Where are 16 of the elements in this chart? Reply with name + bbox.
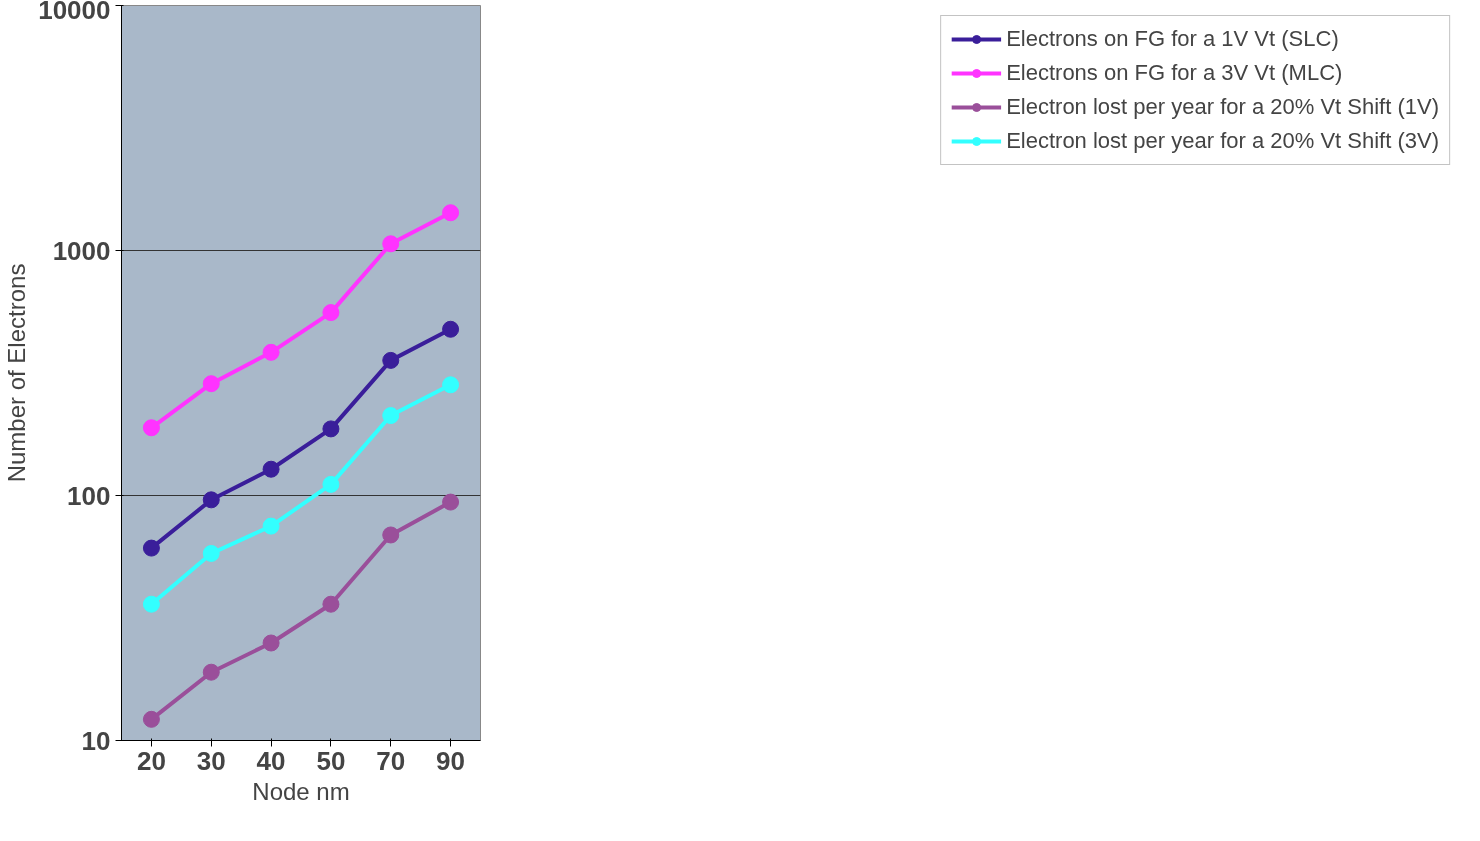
x-tick-label: 90 [436, 745, 466, 776]
x-tick-label: 70 [376, 745, 406, 776]
y-tick-label: 100 [67, 480, 111, 511]
legend-label: Electron lost per year for a 20% Vt Shift (1V) [1006, 94, 1439, 120]
x-axis-title: Node nm [252, 777, 350, 805]
legend-label: Electron lost per year for a 20% Vt Shift (3V) [1006, 128, 1439, 154]
x-tick-label: 30 [196, 745, 226, 776]
x-tick-label: 50 [316, 745, 346, 776]
x-tick-label: 20 [136, 745, 166, 776]
y-axis-title: Number of Electrons [3, 263, 31, 483]
y-tick-label: 1000 [52, 235, 111, 266]
legend-label: Electrons on FG for a 1V Vt (SLC) [1006, 26, 1339, 52]
y-tick-label: 10000 [38, 0, 111, 25]
y-tick-label: 10 [81, 725, 111, 756]
x-tick-label: 40 [256, 745, 286, 776]
legend-label: Electrons on FG for a 3V Vt (MLC) [1006, 60, 1343, 86]
